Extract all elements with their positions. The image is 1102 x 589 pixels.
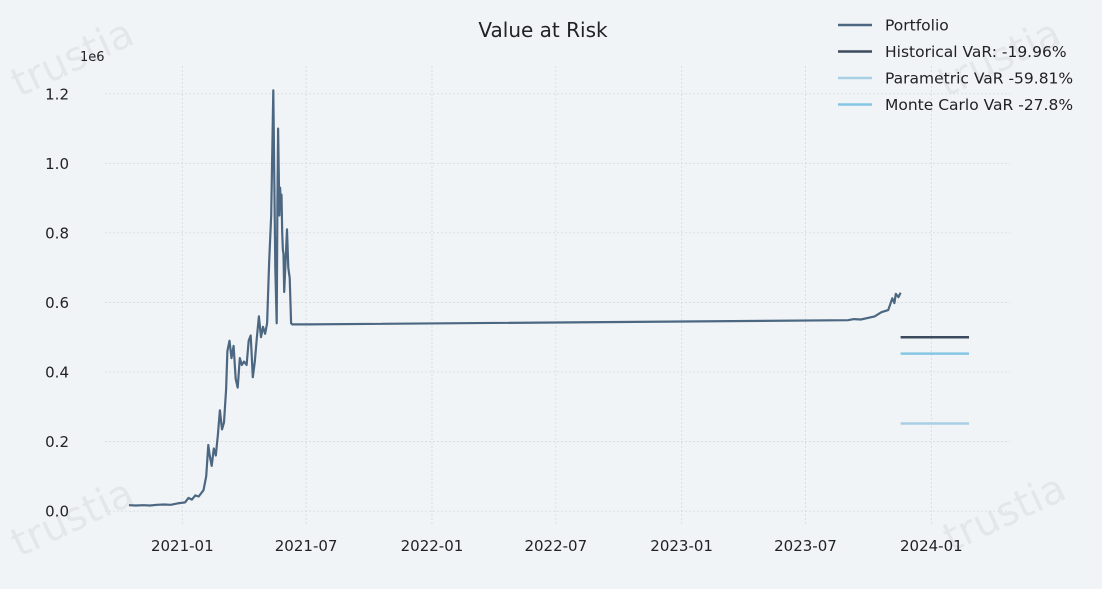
- x-tick-label: 2021-07: [275, 537, 338, 555]
- y-tick-label: 0.6: [45, 294, 69, 312]
- watermark-text: trustia: [4, 470, 141, 566]
- x-tick-label: 2022-01: [401, 537, 464, 555]
- series-layer: [128, 89, 969, 507]
- tick-labels: 2021-01 2021-07 2022-01 2022-07 2023-01 2023-…: [45, 85, 963, 555]
- y-tick-label: 0.0: [45, 503, 69, 521]
- x-tick-label: 2023-01: [650, 537, 713, 555]
- watermark-text: trustia: [4, 10, 141, 106]
- y-tick-label: 0.2: [45, 433, 69, 451]
- y-scale-note: 1e6: [80, 50, 105, 65]
- chart-title: Value at Risk: [478, 18, 608, 42]
- legend: Portfolio Historical VaR: -19.96% Parametr…: [838, 17, 1073, 114]
- x-tick-label: 2021-01: [151, 537, 214, 555]
- x-tick-label: 2023-07: [774, 537, 837, 555]
- grid: [105, 66, 1010, 525]
- legend-label: Historical VaR: -19.96%: [885, 43, 1067, 61]
- portfolio-line: [128, 89, 902, 507]
- y-tick-label: 1.0: [45, 155, 69, 173]
- x-tick-label: 2022-07: [524, 537, 587, 555]
- legend-label: Monte Carlo VaR -27.8%: [885, 96, 1073, 114]
- legend-label: Portfolio: [885, 17, 949, 35]
- y-tick-label: 0.8: [45, 224, 69, 242]
- x-tick-label: 2024-01: [900, 537, 963, 555]
- legend-label: Parametric VaR -59.81%: [885, 70, 1073, 88]
- y-tick-label: 1.2: [45, 85, 69, 103]
- y-tick-label: 0.4: [45, 364, 69, 382]
